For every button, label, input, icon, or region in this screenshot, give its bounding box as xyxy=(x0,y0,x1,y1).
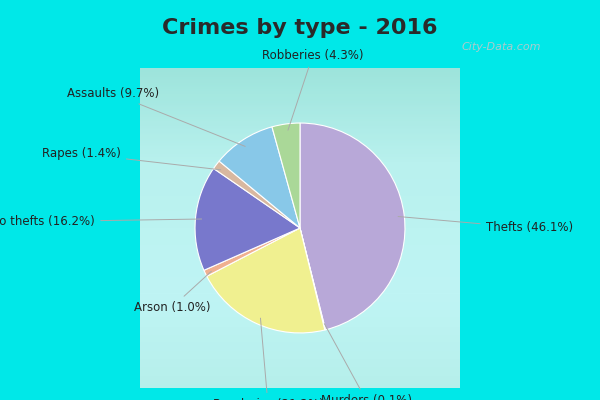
Wedge shape xyxy=(207,228,325,333)
Text: Assaults (9.7%): Assaults (9.7%) xyxy=(67,87,245,146)
Wedge shape xyxy=(272,123,300,228)
Wedge shape xyxy=(219,127,300,228)
Text: City-Data.com: City-Data.com xyxy=(461,42,541,52)
Text: Thefts (46.1%): Thefts (46.1%) xyxy=(398,216,573,234)
Wedge shape xyxy=(204,228,300,276)
Wedge shape xyxy=(214,161,300,228)
Text: Rapes (1.4%): Rapes (1.4%) xyxy=(42,147,221,170)
Text: Burglaries (21.2%): Burglaries (21.2%) xyxy=(212,318,323,400)
Text: Robberies (4.3%): Robberies (4.3%) xyxy=(262,49,364,130)
Text: Crimes by type - 2016: Crimes by type - 2016 xyxy=(162,18,438,38)
Text: Arson (1.0%): Arson (1.0%) xyxy=(134,271,211,314)
Text: Murders (0.1%): Murders (0.1%) xyxy=(321,324,412,400)
Text: Auto thefts (16.2%): Auto thefts (16.2%) xyxy=(0,215,202,228)
Wedge shape xyxy=(300,228,325,330)
Wedge shape xyxy=(195,168,300,270)
Wedge shape xyxy=(300,123,405,330)
